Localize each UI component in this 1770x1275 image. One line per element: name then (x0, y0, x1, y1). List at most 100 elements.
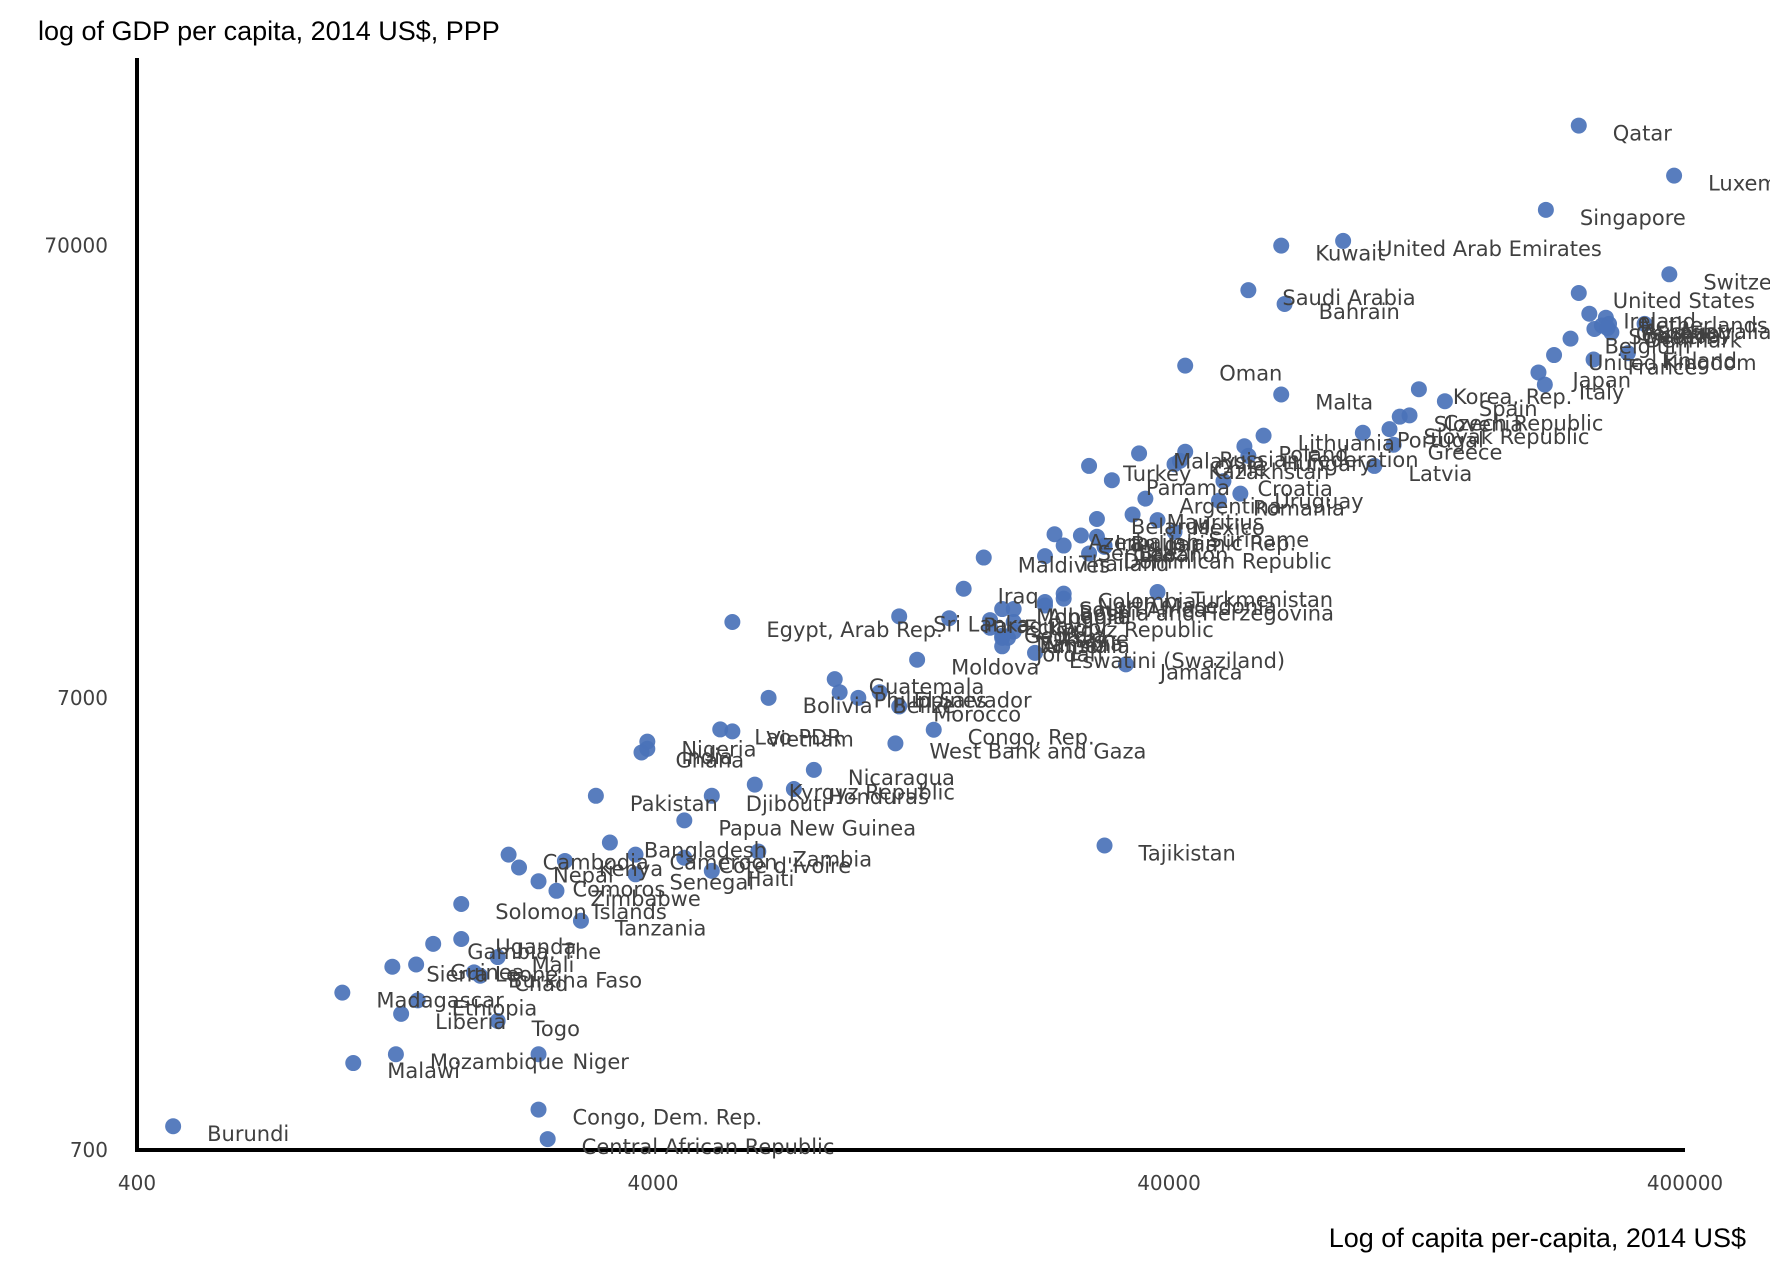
point-label-belgium: Belgium (1605, 335, 1691, 359)
point-congo-rep (925, 721, 942, 738)
point-label-albania: Albania (1048, 605, 1126, 629)
x-axis-title: Log of capita per-capita, 2014 US$ (1329, 1223, 1746, 1253)
point-label-iraq: Iraq (998, 585, 1039, 609)
point-label-lebanon: Lebanon (1139, 543, 1229, 567)
point-nepal (511, 859, 528, 876)
point-georgia (982, 619, 999, 636)
point-label-chile: Chile (1214, 457, 1267, 481)
point-singapore (1537, 201, 1554, 218)
point-label-sri-lanka: Sri Lanka (933, 612, 1030, 636)
point-label-colombia: Colombia (1098, 590, 1197, 614)
point-belgium (1562, 330, 1579, 347)
point-label-eswatini-swaziland: Eswatini (Swaziland) (1069, 649, 1285, 673)
point-senegal (627, 866, 644, 883)
point-label-bolivia: Bolivia (803, 694, 873, 718)
point-kuwait (1273, 237, 1290, 254)
point-sri-lanka (891, 608, 908, 625)
point-japan (1530, 364, 1547, 381)
point-mexico (1149, 512, 1166, 529)
point-label-united-states: United States (1613, 289, 1755, 313)
point-label-haiti: Haiti (746, 867, 795, 891)
point-ethiopia (409, 992, 426, 1009)
point-label-romania: Romania (1253, 497, 1345, 521)
point-label-chad: Chad (514, 972, 568, 996)
point-label-oman: Oman (1219, 362, 1282, 386)
point-label-luxembourg: Luxembourg (1708, 172, 1770, 196)
point-thailand (1036, 548, 1053, 565)
point-guinea (408, 956, 425, 973)
point-belize (850, 689, 867, 706)
point-label-malta: Malta (1315, 391, 1373, 415)
point-label-czech-republic: Czech Republic (1444, 411, 1604, 435)
point-burundi (165, 1118, 182, 1135)
point-label-guatemala: Guatemala (869, 675, 985, 699)
point-label-thailand: Thailand (1078, 552, 1169, 576)
point-moldova (909, 651, 926, 668)
point-label-togo: Togo (531, 1017, 580, 1041)
point-label-sweden: Sweden (1628, 325, 1711, 349)
point-france (1585, 351, 1602, 368)
point-label-italy: Italy (1579, 381, 1625, 405)
point-label-australia: Australia (1679, 320, 1770, 344)
point-gambia-the (425, 935, 442, 952)
point-central-african-republic (539, 1131, 556, 1148)
data-points (165, 117, 1683, 1148)
y-axis-title: log of GDP per capita, 2014 US$, PPP (38, 16, 500, 46)
point-luxembourg (1666, 167, 1683, 184)
point-label-pakistan: Pakistan (630, 792, 718, 816)
point-bangladesh (601, 834, 618, 851)
point-label-croatia: Croatia (1257, 477, 1333, 501)
point-lithuania (1255, 427, 1272, 444)
point-czech-republic (1401, 407, 1418, 424)
point-colombia (1055, 585, 1072, 602)
point-label-el-salvador: El Salvador (914, 688, 1032, 712)
point-mali (489, 949, 506, 966)
point-label-uganda: Uganda (495, 935, 576, 959)
point-label-panama: Panama (1146, 476, 1230, 500)
point-label-singapore: Singapore (1580, 206, 1686, 230)
point-label-bulgaria: Bulgaria (1131, 533, 1218, 557)
point-label-lao-pdr: Lao PDR (754, 725, 842, 749)
point-label-belarus: Belarus (1131, 515, 1210, 539)
point-label-liberia: Liberia (435, 1010, 506, 1034)
point-label-egypt-arab-rep: Egypt, Arab Rep. (766, 618, 942, 642)
y-tick-label-70000: 70000 (44, 234, 108, 258)
point-mozambique (387, 1046, 404, 1063)
point-label-mali: Mali (532, 953, 575, 977)
point-mauritius (1124, 506, 1141, 523)
point-vietnam (724, 723, 741, 740)
point-honduras (785, 781, 802, 798)
point-label-central-african-republic: Central African Republic (582, 1135, 835, 1159)
point-tanzania (572, 912, 589, 929)
point-madagascar (334, 984, 351, 1001)
point-label-iran-islamic-rep: Iran, Islamic Rep. (1115, 531, 1296, 555)
point-paraguay (941, 610, 958, 627)
point-label-switzerland: Switzerland (1703, 270, 1770, 294)
point-bolivia (760, 689, 777, 706)
point-zambia (750, 843, 767, 860)
point-label-korea-rep: Korea, Rep. (1453, 385, 1572, 409)
point-croatia (1215, 473, 1232, 490)
point-iran-islamic-rep (1072, 527, 1089, 544)
point-label-belize: Belize (892, 694, 955, 718)
point-tajikistan (1096, 837, 1113, 854)
point-albania (1005, 601, 1022, 618)
point-hungary (1240, 447, 1257, 464)
point-korea-rep (1410, 381, 1427, 398)
point-papua-new-guinea (676, 812, 693, 829)
point-label-ireland: Ireland (1623, 310, 1696, 334)
point-label-ecuador: Ecuador (1024, 616, 1110, 640)
point-label-finland: Finland (1662, 349, 1737, 373)
point-label-moldova: Moldova (951, 656, 1039, 680)
point-label-namibia: Namibia (1036, 632, 1123, 656)
point-india (639, 740, 656, 757)
point-malta (1273, 386, 1290, 403)
point-chad (472, 967, 489, 984)
x-tick-label-400: 400 (118, 1171, 156, 1195)
x-tick-label-40000: 40000 (1137, 1171, 1201, 1195)
point-united-states (1570, 285, 1587, 302)
point-zimbabwe (548, 882, 565, 899)
point-egypt-arab-rep (724, 613, 741, 630)
point-philippines (831, 684, 848, 701)
